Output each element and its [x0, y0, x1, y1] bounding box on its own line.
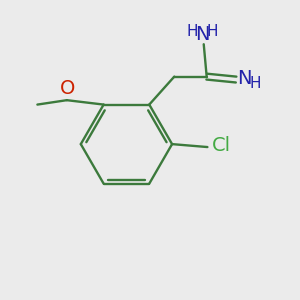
Text: H: H — [187, 24, 198, 39]
Text: H: H — [250, 76, 261, 91]
Text: O: O — [60, 79, 75, 98]
Text: Cl: Cl — [212, 136, 231, 155]
Text: N: N — [195, 25, 209, 44]
Text: N: N — [238, 69, 252, 88]
Text: H: H — [206, 24, 218, 39]
